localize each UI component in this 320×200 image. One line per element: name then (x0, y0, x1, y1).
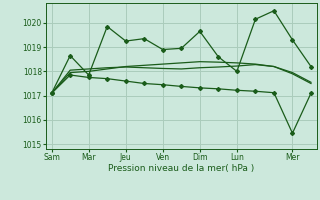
X-axis label: Pression niveau de la mer( hPa ): Pression niveau de la mer( hPa ) (108, 164, 254, 173)
